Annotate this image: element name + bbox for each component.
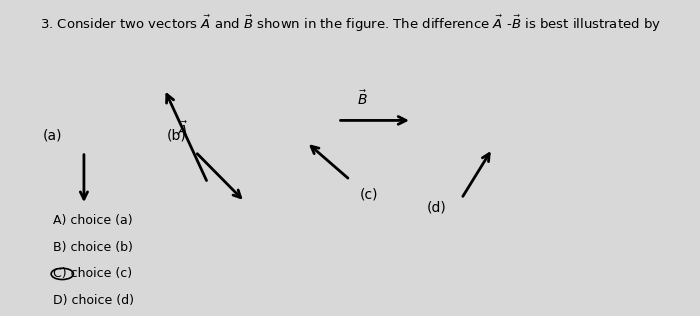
Text: A) choice (a): A) choice (a) bbox=[53, 214, 132, 227]
Text: (a): (a) bbox=[43, 128, 63, 142]
Text: B) choice (b): B) choice (b) bbox=[53, 241, 133, 254]
Text: 3. Consider two vectors $\vec{A}$ and $\vec{B}$ shown in the figure. The differe: 3. Consider two vectors $\vec{A}$ and $\… bbox=[39, 14, 661, 34]
Text: $\vec{A}$: $\vec{A}$ bbox=[177, 120, 188, 139]
Text: $\vec{B}$: $\vec{B}$ bbox=[357, 89, 368, 108]
Text: C) choice (c): C) choice (c) bbox=[53, 267, 132, 280]
Text: D) choice (d): D) choice (d) bbox=[53, 294, 134, 307]
Text: (b): (b) bbox=[167, 128, 187, 142]
Text: (d): (d) bbox=[427, 200, 447, 214]
Text: (c): (c) bbox=[359, 188, 378, 202]
